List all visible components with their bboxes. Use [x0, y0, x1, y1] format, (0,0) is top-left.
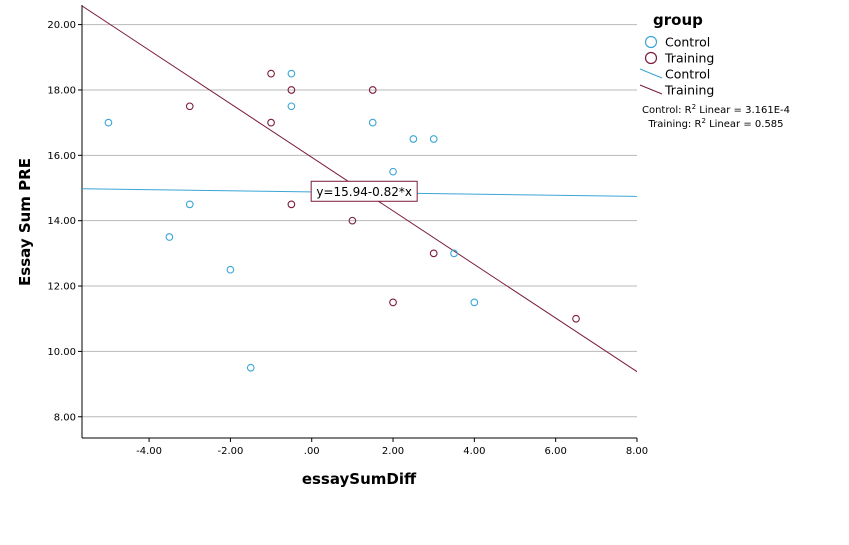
- data-point-control: [226, 265, 235, 274]
- x-tick-label: -4.00: [136, 446, 162, 457]
- data-point-control: [470, 298, 479, 307]
- data-point-training: [429, 249, 438, 258]
- data-point-training: [267, 69, 275, 78]
- legend-label: Training: [664, 51, 714, 66]
- r2-annotation: Training: R2 Linear = 0.585: [647, 117, 783, 130]
- data-point-control: [104, 118, 113, 127]
- data-point-training: [389, 298, 397, 307]
- x-tick-label: -2.00: [217, 446, 243, 457]
- data-point-training: [287, 200, 296, 209]
- y-axis-ticks: 8.00 10.00 12.00 14.00 16.00 18.00 20.00: [47, 20, 82, 423]
- y-tick-label: 14.00: [47, 216, 76, 227]
- x-tick-label: 2.00: [382, 446, 404, 457]
- x-tick-label: 4.00: [463, 446, 485, 457]
- y-tick-label: 16.00: [47, 151, 76, 162]
- data-point-training: [267, 118, 275, 127]
- data-point-training: [348, 216, 357, 225]
- data-point-control: [287, 102, 296, 111]
- equation-box: [310, 180, 418, 202]
- data-point-training: [287, 86, 296, 94]
- data-point-control: [185, 200, 194, 209]
- x-tick-label: .00: [304, 446, 320, 457]
- legend-line-control: [639, 68, 663, 79]
- data-point-control: [287, 69, 296, 78]
- data-point-control: [389, 167, 397, 176]
- legend-label: Control: [665, 67, 710, 82]
- equation-label: y=15.94-0.82*x: [316, 185, 412, 199]
- legend-marker-training: [644, 51, 658, 65]
- y-tick-label: 18.00: [47, 85, 76, 96]
- data-point-training: [572, 314, 580, 323]
- data-point-training: [368, 86, 377, 94]
- gridlines: [82, 24, 637, 418]
- x-tick-label: 8.00: [626, 446, 648, 457]
- data-point-control: [450, 249, 458, 258]
- x-axis-title: essaySumDiff: [302, 470, 417, 488]
- legend-marker-control: [644, 35, 658, 49]
- legend-title: group: [653, 11, 703, 29]
- equation-label-box: y=15.94-0.82*x: [310, 180, 418, 202]
- r2-annotation: Control: R2 Linear = 3.161E-4: [642, 103, 790, 116]
- x-axis-ticks: -4.00 -2.00 .00 2.00 4.00 6.00 8.00: [136, 438, 648, 457]
- data-point-control: [429, 135, 438, 143]
- data-point-training: [185, 102, 194, 111]
- axes: [81, 5, 637, 439]
- data-point-control: [368, 118, 377, 127]
- legend-line-training: [639, 84, 663, 95]
- data-point-control: [409, 135, 418, 143]
- x-tick-label: 6.00: [545, 446, 567, 457]
- legend-label: Control: [665, 35, 710, 50]
- y-axis-title: Essay Sum PRE: [16, 158, 34, 286]
- y-tick-label: 12.00: [47, 282, 76, 293]
- data-point-control: [246, 363, 255, 372]
- legend-label: Training: [664, 83, 714, 98]
- y-tick-label: 10.00: [47, 347, 76, 358]
- data-point-control: [165, 233, 174, 241]
- y-tick-label: 8.00: [54, 412, 76, 423]
- y-tick-label: 20.00: [47, 20, 76, 31]
